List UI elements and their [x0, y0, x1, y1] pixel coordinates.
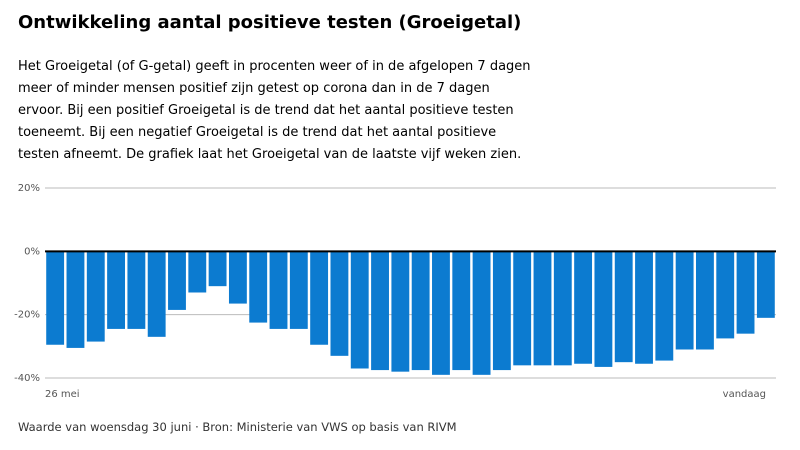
bar [310, 251, 329, 345]
bar [168, 251, 186, 310]
footnote: Waarde van woensdag 30 juni · Bron: Mini… [18, 420, 457, 434]
bar [695, 251, 714, 350]
chart: 20% 0% -20% -40% 26 mei vandaag [14, 183, 776, 400]
bar [66, 251, 85, 348]
chart-title: Ontwikkeling aantal positieve testen (Gr… [18, 12, 522, 33]
description: Het Groeigetal (of G-getal) geeft in pro… [18, 59, 531, 162]
y-tick-label: 0% [24, 246, 40, 257]
bar [675, 251, 694, 350]
y-tick-label: 20% [18, 183, 40, 194]
bar [655, 251, 674, 361]
bar [716, 251, 735, 339]
bar [391, 251, 410, 372]
bar [350, 251, 369, 369]
y-tick-label: -20% [14, 310, 40, 321]
bar [228, 251, 247, 304]
bar [432, 251, 450, 375]
bar [249, 251, 268, 323]
bar [492, 251, 511, 371]
bar [127, 251, 146, 329]
bar [330, 251, 349, 356]
bar [188, 251, 207, 293]
bar [472, 251, 491, 375]
bar [208, 251, 227, 287]
x-tick-label: 26 mei [45, 389, 80, 400]
bar [574, 251, 593, 364]
bar [513, 251, 532, 366]
bar [289, 251, 308, 329]
bar [614, 251, 633, 363]
bar [269, 251, 288, 329]
bar [594, 251, 613, 367]
bar [107, 251, 126, 329]
bar [736, 251, 755, 334]
x-tick-label: vandaag [723, 389, 766, 400]
bar [86, 251, 105, 342]
bar [147, 251, 166, 337]
bar [756, 251, 775, 318]
bar [46, 251, 65, 345]
y-tick-label: -40% [14, 373, 40, 384]
bar [371, 251, 389, 371]
bar [452, 251, 471, 371]
bar [533, 251, 552, 366]
bar [411, 251, 430, 371]
bar [553, 251, 572, 366]
bar [635, 251, 653, 364]
